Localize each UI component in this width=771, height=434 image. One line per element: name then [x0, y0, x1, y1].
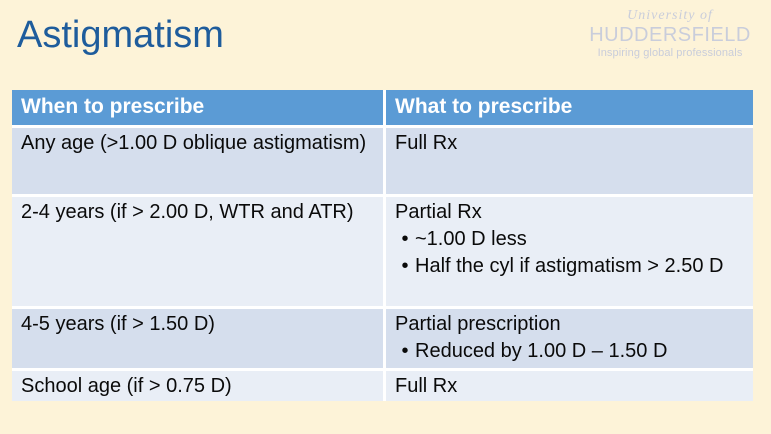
what-cell: Partial Rx ~1.00 D less Half the cyl if …	[386, 197, 753, 306]
what-cell: Partial prescription Reduced by 1.00 D –…	[386, 309, 753, 368]
table-row: 2-4 years (if > 2.00 D, WTR and ATR) Par…	[12, 197, 753, 306]
list-item: Reduced by 1.00 D – 1.50 D	[395, 338, 745, 365]
bullet-icon	[395, 226, 415, 253]
when-cell: 2-4 years (if > 2.00 D, WTR and ATR)	[12, 197, 383, 306]
when-cell: Any age (>1.00 D oblique astigmatism)	[12, 128, 383, 194]
table-row: 4-5 years (if > 1.50 D) Partial prescrip…	[12, 309, 753, 368]
when-cell: 4-5 years (if > 1.50 D)	[12, 309, 383, 368]
prescribing-table: When to prescribe What to prescribe Any …	[12, 90, 753, 401]
logo-tagline: Inspiring global professionals	[597, 47, 743, 59]
logo-huddersfield-text: HUDDERSFIELD	[589, 24, 751, 46]
logo-university-of-text: University of	[627, 8, 713, 23]
what-cell-heading: Partial Rx	[395, 201, 482, 223]
column-header-when: When to prescribe	[12, 90, 383, 125]
table-row: School age (if > 0.75 D) Full Rx	[12, 371, 753, 401]
list-item: Half the cyl if astigmatism > 2.50 D	[395, 253, 745, 280]
what-cell-heading: Partial prescription	[395, 313, 561, 335]
bullet-icon	[395, 338, 415, 365]
bullet-label: Half the cyl if astigmatism > 2.50 D	[415, 255, 724, 277]
bullet-label: Reduced by 1.00 D – 1.50 D	[415, 340, 668, 362]
what-cell: Full Rx	[386, 128, 753, 194]
table-row: Any age (>1.00 D oblique astigmatism) Fu…	[12, 128, 753, 194]
page-title: Astigmatism	[17, 14, 224, 56]
when-cell: School age (if > 0.75 D)	[12, 371, 383, 401]
column-header-what: What to prescribe	[386, 90, 753, 125]
bullet-icon	[395, 253, 415, 280]
table-header-row: When to prescribe What to prescribe	[12, 90, 753, 125]
university-logo: University of HUDDERSFIELD Inspiring glo…	[585, 8, 755, 59]
bullet-label: ~1.00 D less	[415, 228, 527, 250]
list-item: ~1.00 D less	[395, 226, 745, 253]
what-cell: Full Rx	[386, 371, 753, 401]
